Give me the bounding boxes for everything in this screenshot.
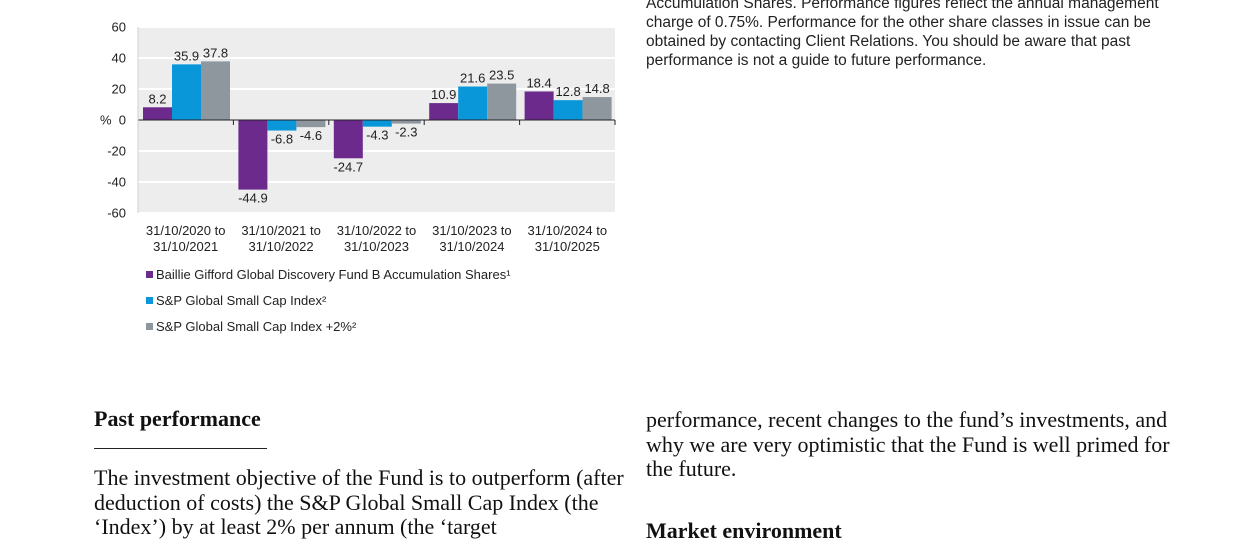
- legend-label-fund: Baillie Gifford Global Discovery Fund B …: [156, 267, 511, 282]
- data-label: 18.4: [526, 75, 551, 90]
- bar: [524, 91, 554, 120]
- x-tick-label: 31/10/2022 to: [337, 223, 417, 238]
- data-label: -4.6: [300, 128, 322, 143]
- market-environment-heading: Market environment: [646, 518, 842, 543]
- y-tick-label: -20: [107, 144, 126, 159]
- x-tick-label: 31/10/2024: [439, 239, 504, 254]
- data-label: -24.7: [333, 159, 363, 174]
- y-axis-label: %: [100, 113, 112, 128]
- data-label: 14.8: [584, 81, 609, 96]
- data-label: -44.9: [238, 191, 268, 206]
- bar: [238, 120, 268, 190]
- data-label: -2.3: [395, 125, 417, 140]
- x-tick-label: 31/10/2025: [535, 239, 600, 254]
- y-tick-label: 60: [112, 20, 126, 35]
- bar: [429, 103, 459, 120]
- data-label: 21.6: [460, 71, 485, 86]
- legend-item-index-plus: S&P Global Small Cap Index +2%²: [146, 319, 356, 334]
- bar: [267, 120, 297, 131]
- legend-swatch-index: [146, 297, 153, 304]
- legend-label-index: S&P Global Small Cap Index²: [156, 293, 327, 308]
- y-tick-label: 0: [119, 113, 126, 128]
- y-tick-label: -60: [107, 206, 126, 221]
- y-tick-label: -40: [107, 175, 126, 190]
- x-tick-label: 31/10/2021: [153, 239, 218, 254]
- data-label: 12.8: [555, 84, 580, 99]
- data-label: 37.8: [203, 45, 228, 60]
- legend-swatch-index-plus: [146, 323, 153, 330]
- data-label: -6.8: [271, 132, 293, 147]
- x-tick-label: 31/10/2024 to: [528, 223, 608, 238]
- bar: [201, 61, 230, 120]
- data-label: 35.9: [174, 48, 199, 63]
- x-tick-label: 31/10/2020 to: [146, 223, 226, 238]
- bar: [296, 120, 326, 128]
- data-label: -4.3: [366, 128, 388, 143]
- legend-label-index-plus: S&P Global Small Cap Index +2%²: [156, 319, 357, 334]
- x-tick-label: 31/10/2023 to: [432, 223, 512, 238]
- bar: [172, 64, 201, 120]
- bar: [553, 100, 583, 120]
- data-label: 23.5: [489, 68, 514, 83]
- x-tick-label: 31/10/2022: [249, 239, 314, 254]
- legend-item-index: S&P Global Small Cap Index²: [146, 293, 326, 308]
- bar: [143, 107, 172, 120]
- performance-note: Accumulation Shares. Performance figures…: [646, 0, 1159, 69]
- y-tick-label: 20: [112, 82, 126, 97]
- legend-item-fund: Baillie Gifford Global Discovery Fund B …: [146, 267, 511, 282]
- legend-swatch-fund: [146, 271, 153, 278]
- bar: [391, 120, 421, 124]
- bar: [333, 120, 363, 159]
- bar: [362, 120, 392, 127]
- performance-chart: 60 40 20 0 -20 -40 -60% 8.2 -44.9 -24.7 10.9 18.4 35…: [90, 8, 630, 348]
- past-performance-text: The investment objective of the Fund is …: [94, 465, 624, 539]
- bar: [487, 83, 517, 120]
- x-tick-label: 31/10/2023: [344, 239, 409, 254]
- heading-divider: [94, 448, 267, 449]
- y-tick-label: 40: [112, 51, 126, 66]
- bar: [458, 86, 488, 120]
- performance-continued-text: performance, recent changes to the fund’…: [646, 407, 1170, 481]
- bar: [582, 97, 612, 120]
- data-label: 8.2: [148, 91, 166, 106]
- data-label: 10.9: [431, 87, 456, 102]
- past-performance-heading: Past performance: [94, 406, 261, 431]
- x-tick-label: 31/10/2021 to: [241, 223, 321, 238]
- bar-chart: 60 40 20 0 -20 -40 -60% 8.2 -44.9 -24.7 10.9 18.4 35…: [100, 20, 616, 254]
